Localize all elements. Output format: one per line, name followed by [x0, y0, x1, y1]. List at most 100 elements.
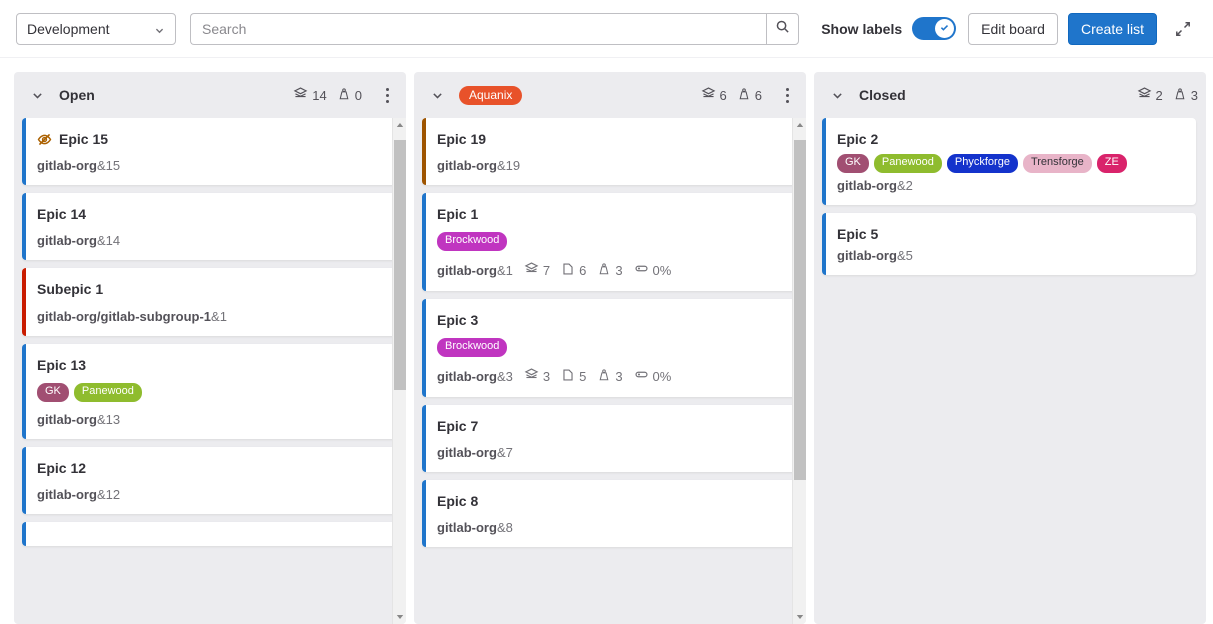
epic-count-value: 2 [1155, 87, 1163, 103]
label-pill[interactable]: ZE [1096, 154, 1127, 173]
epic-reference: gitlab-org&15 [37, 158, 121, 174]
list-title-label: Aquanix [459, 85, 523, 105]
metric-value: 3 [615, 368, 623, 384]
metric-value: 0% [652, 262, 672, 278]
collapse-list-icon[interactable] [828, 86, 847, 105]
epic-card-title: Epic 8 [437, 492, 784, 510]
project-selector-dropdown[interactable]: Development [16, 12, 176, 45]
epic-card-title: Epic 13 [37, 356, 384, 374]
epic-reference: gitlab-org/gitlab-subgroup-1&1 [37, 308, 227, 324]
label-pill[interactable]: Phyckforge [946, 154, 1018, 173]
metric-weight: 3 [597, 262, 623, 279]
weight-count-stat: 0 [337, 87, 362, 104]
epic-card[interactable] [22, 521, 396, 546]
epic-icon [524, 367, 539, 385]
project-selector-label: Development [27, 20, 110, 37]
epic-card-labels: Brockwood [437, 232, 784, 252]
metric-value: 7 [542, 262, 551, 278]
epic-card[interactable]: Epic 19 gitlab-org&19 [422, 118, 796, 186]
scroll-down-button[interactable] [793, 610, 806, 624]
epic-card-labels: GK Panewood Phyckforge Trensforge ZE [837, 154, 1184, 173]
epic-reference: gitlab-org&7 [437, 445, 513, 461]
toggle-knob [935, 19, 955, 38]
collapse-list-icon[interactable] [28, 86, 47, 105]
search-input[interactable] [190, 12, 767, 45]
expand-icon[interactable] [1169, 15, 1197, 43]
epic-card[interactable]: Epic 7 gitlab-org&7 [422, 405, 796, 473]
weight-icon [1173, 87, 1187, 104]
weight-icon [337, 87, 351, 104]
list-title: Closed [859, 87, 906, 103]
search-icon [775, 19, 790, 39]
epic-card-labels: Brockwood [437, 338, 784, 358]
metric-value: 3 [542, 368, 551, 384]
list-settings-button[interactable] [776, 82, 798, 108]
epic-card[interactable]: Epic 15 gitlab-org&15 [22, 118, 396, 186]
metric-issues: 5 [561, 368, 586, 385]
metric-epic: 3 [524, 367, 550, 385]
epic-card-footer: gitlab-org/gitlab-subgroup-1&1 [37, 309, 384, 324]
metric-value: 5 [579, 368, 587, 384]
show-labels-toggle[interactable] [912, 17, 957, 40]
scroll-down-button[interactable] [393, 610, 406, 624]
epic-card[interactable]: Epic 12 gitlab-org&12 [22, 446, 396, 514]
create-list-button[interactable]: Create list [1067, 12, 1157, 45]
epic-reference: gitlab-org&5 [837, 248, 913, 264]
epic-icon [524, 261, 539, 279]
issues-icon [561, 262, 575, 279]
epic-card-footer: gitlab-org&2 [837, 178, 1184, 193]
weight-count-value: 3 [1190, 87, 1198, 103]
epic-card-footer: gitlab-org&19 [437, 158, 784, 173]
edit-board-button[interactable]: Edit board [968, 12, 1058, 45]
epic-title-text: Epic 5 [837, 225, 879, 242]
label-pill[interactable]: Trensforge [1022, 154, 1092, 173]
epic-reference: gitlab-org&1 [437, 262, 513, 278]
weight-icon [597, 262, 611, 279]
epic-card[interactable]: Epic 2 GK Panewood Phyckforge Trensforge ZE gi… [822, 118, 1196, 205]
epic-card[interactable]: Epic 5 gitlab-org&5 [822, 212, 1196, 276]
epic-card[interactable]: Epic 1 Brockwood gitlab-org&1 7 6 3 0% [422, 193, 796, 292]
search-button[interactable] [766, 12, 800, 45]
card-container: Epic 19 gitlab-org&19 Epic 1 Brockwood gitla… [422, 118, 806, 624]
metric-progress: 0% [634, 261, 672, 279]
weight-count-value: 6 [754, 87, 762, 103]
epic-card-footer: gitlab-org&3 3 5 3 0% [437, 367, 784, 385]
list-header: Open 14 0 [14, 72, 406, 118]
epic-card-footer: gitlab-org&15 [37, 158, 384, 173]
list-settings-button[interactable] [376, 82, 398, 108]
chevron-down-icon [154, 23, 165, 34]
scrollbar-thumb[interactable] [394, 140, 406, 390]
list-scrollbar[interactable] [392, 118, 406, 624]
epic-card[interactable]: Subepic 1 gitlab-org/gitlab-subgroup-1&1 [22, 268, 396, 336]
weight-count-value: 0 [354, 87, 362, 103]
scroll-up-button[interactable] [793, 118, 806, 132]
epic-card[interactable]: Epic 3 Brockwood gitlab-org&3 3 5 3 0% [422, 299, 796, 398]
epic-count-value: 14 [312, 87, 327, 103]
list-body: Epic 15 gitlab-org&15 Epic 14 gitlab-org&14… [14, 118, 406, 624]
label-pill[interactable]: Brockwood [437, 338, 508, 358]
label-pill[interactable]: Brockwood [437, 232, 508, 252]
weight-count-stat: 6 [737, 87, 762, 104]
label-pill[interactable]: GK [837, 154, 869, 173]
scroll-up-button[interactable] [393, 118, 406, 132]
issues-icon [561, 368, 575, 385]
list-scrollbar[interactable] [792, 118, 806, 624]
epic-card-footer: gitlab-org&1 7 6 3 0% [437, 261, 784, 279]
epic-reference: gitlab-org&12 [37, 486, 121, 502]
epic-title-text: Epic 1 [437, 206, 479, 223]
epic-card-title: Epic 5 [837, 225, 1184, 243]
collapse-list-icon[interactable] [428, 86, 447, 105]
metric-value: 3 [615, 262, 623, 278]
epic-card[interactable]: Epic 8 gitlab-org&8 [422, 480, 796, 548]
label-pill[interactable]: GK [37, 382, 69, 402]
epic-card-title: Epic 3 [437, 311, 784, 329]
label-pill[interactable]: Panewood [873, 154, 942, 173]
label-pill[interactable]: Panewood [73, 382, 142, 402]
epic-card[interactable]: Epic 14 gitlab-org&14 [22, 193, 396, 261]
epic-card[interactable]: Epic 13 GK Panewood gitlab-org&13 [22, 343, 396, 439]
scrollbar-thumb[interactable] [794, 140, 806, 480]
epic-title-text: Epic 7 [437, 418, 479, 435]
epic-reference: gitlab-org&3 [437, 368, 513, 384]
